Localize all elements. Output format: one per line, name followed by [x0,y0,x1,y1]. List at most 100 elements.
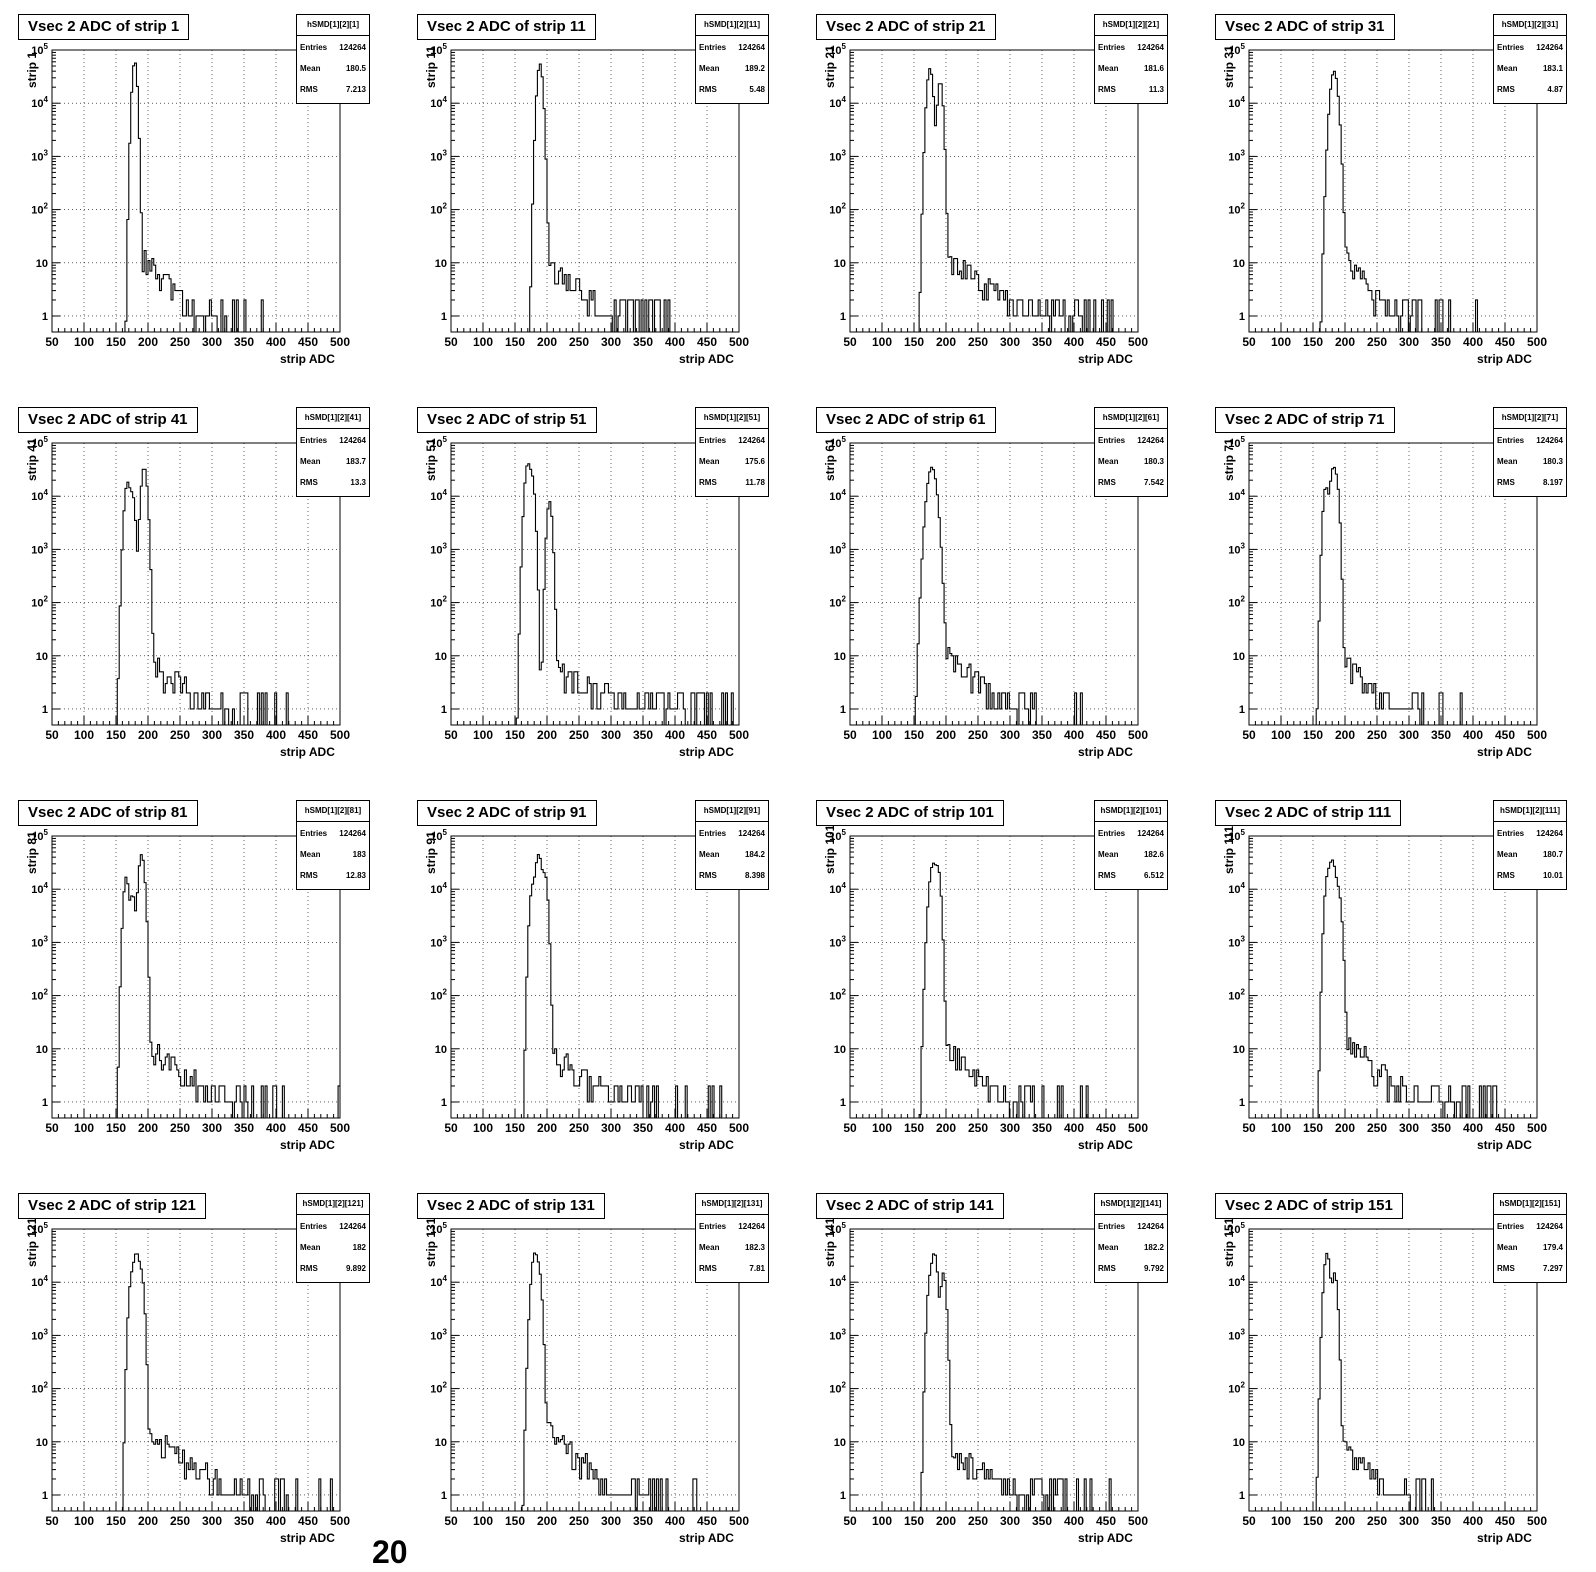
x-tick-label: 400 [1064,335,1084,349]
plot-frame [1248,1228,1538,1512]
x-tick-label: 300 [1000,1514,1020,1528]
x-axis-label: strip ADC [679,745,734,759]
x-axis-label: strip ADC [1477,1138,1532,1152]
stats-row-rms: RMS 12.83 [300,866,366,886]
stats-key: RMS [1098,871,1116,880]
y-tick-label: 103 [829,148,846,163]
y-tick-label: 105 [1228,1221,1245,1236]
y-tick-label: 1 [42,311,48,323]
y-tick-label: 10 [834,1044,846,1056]
stats-key: Entries [1098,1222,1126,1231]
histogram-title: Vsec 2 ADC of strip 101 [816,800,1004,826]
x-tick-label: 350 [1431,1121,1451,1135]
x-tick-label: 200 [537,1514,557,1528]
stats-key: RMS [699,478,717,487]
y-tick-label: 10 [36,651,48,663]
x-tick-label: 450 [1495,728,1515,742]
stats-row-entries: Entries 124264 [300,38,366,58]
histogram-panel: 50 100 150 200 250 300 350 400 450 500 1 10 102 103 10… [798,0,1197,393]
x-tick-label: 400 [665,1514,685,1528]
x-tick-label: 500 [330,1514,350,1528]
stats-value: 124264 [1536,1222,1563,1231]
y-tick-label: 102 [1228,988,1245,1003]
x-axis-label: strip ADC [1477,352,1532,366]
x-tick-label: 450 [1096,1121,1116,1135]
stats-box: hSMD[1][2][81] Entries 124264 Mean 183 RMS 12.… [296,800,370,890]
x-axis-label: strip ADC [280,352,335,366]
y-tick-label: 105 [430,1221,447,1236]
stats-row-rms: RMS 4.87 [1497,80,1563,100]
stats-box: hSMD[1][2][41] Entries 124264 Mean 183.7 RMS 1… [296,407,370,497]
x-tick-label: 350 [1431,1514,1451,1528]
y-tick-label: 104 [31,95,48,110]
stats-key: Entries [699,1222,727,1231]
x-tick-label: 300 [202,728,222,742]
y-axis: 1 10 102 103 104 105 [31,828,60,1109]
stats-row-rms: RMS 11.78 [699,473,765,493]
x-tick-label: 50 [444,1514,458,1528]
x-tick-label: 250 [569,728,589,742]
x-tick-label: 50 [45,728,59,742]
x-tick-label: 450 [298,728,318,742]
x-tick-label: 400 [1064,1514,1084,1528]
histogram-plot: 50 100 150 200 250 300 350 400 450 500 1 10 102 103 10… [1228,435,1547,742]
stats-row-rms: RMS 7.297 [1497,1259,1563,1279]
stats-value: 180.3 [1143,457,1164,466]
stats-value: 7.297 [1542,1264,1563,1273]
stats-value: 175.6 [744,457,765,466]
stats-row-entries: Entries 124264 [300,431,366,451]
x-tick-label: 100 [473,1121,493,1135]
x-axis: 50 100 150 200 250 300 350 400 450 500 [843,1502,1148,1528]
y-tick-label: 103 [1228,1327,1245,1342]
x-tick-label: 450 [697,1514,717,1528]
y-tick-label: 1 [1239,1097,1245,1109]
plot-frame [849,835,1139,1119]
y-tick-label: 103 [829,1327,846,1342]
x-axis-label: strip ADC [1078,1531,1133,1545]
stats-key: Mean [300,64,321,73]
stats-row-mean: Mean 182 [300,1238,366,1258]
y-tick-label: 104 [829,881,846,896]
x-tick-label: 350 [234,728,254,742]
y-tick-label: 103 [430,148,447,163]
x-tick-label: 100 [473,1514,493,1528]
stats-key: Entries [699,43,727,52]
y-tick-label: 105 [31,1221,48,1236]
y-tick-label: 10 [435,1437,447,1449]
plot-frame [450,49,740,333]
stats-row-entries: Entries 124264 [699,38,765,58]
stats-value: 6.512 [1143,871,1164,880]
x-tick-label: 300 [601,335,621,349]
x-tick-label: 400 [266,728,286,742]
stats-value: 183 [352,850,366,859]
x-tick-label: 150 [1303,1121,1323,1135]
stats-key: Mean [1098,1243,1119,1252]
x-axis-label: strip ADC [679,1138,734,1152]
y-axis-label: strip 41 [25,438,39,481]
histogram-plot: 50 100 150 200 250 300 350 400 450 500 1 10 102 103 10… [829,1221,1148,1528]
y-tick-label: 105 [829,435,846,450]
histogram-title: Vsec 2 ADC of strip 111 [1215,800,1402,826]
histogram-panel: 50 100 150 200 250 300 350 400 450 500 1 10 102 103 10… [399,393,798,786]
x-tick-label: 250 [170,335,190,349]
y-tick-label: 1 [441,1097,447,1109]
x-tick-label: 400 [266,335,286,349]
stats-key: RMS [1497,478,1515,487]
histogram-title: Vsec 2 ADC of strip 151 [1215,1193,1403,1219]
x-tick-label: 150 [106,728,126,742]
stats-row-entries: Entries 124264 [699,431,765,451]
y-axis: 1 10 102 103 104 105 [829,828,858,1109]
y-tick-label: 103 [430,541,447,556]
plot-frame [450,835,740,1119]
stats-row-mean: Mean 180.5 [300,59,366,79]
y-tick-label: 102 [829,595,846,610]
y-axis: 1 10 102 103 104 105 [1228,1221,1257,1502]
stats-row-mean: Mean 182.6 [1098,845,1164,865]
x-tick-label: 50 [843,1121,857,1135]
y-tick-label: 104 [430,488,447,503]
histogram-series [850,862,1138,1119]
y-tick-label: 1 [42,704,48,716]
stats-row-rms: RMS 5.48 [699,80,765,100]
x-tick-label: 200 [936,335,956,349]
x-tick-label: 300 [1399,335,1419,349]
